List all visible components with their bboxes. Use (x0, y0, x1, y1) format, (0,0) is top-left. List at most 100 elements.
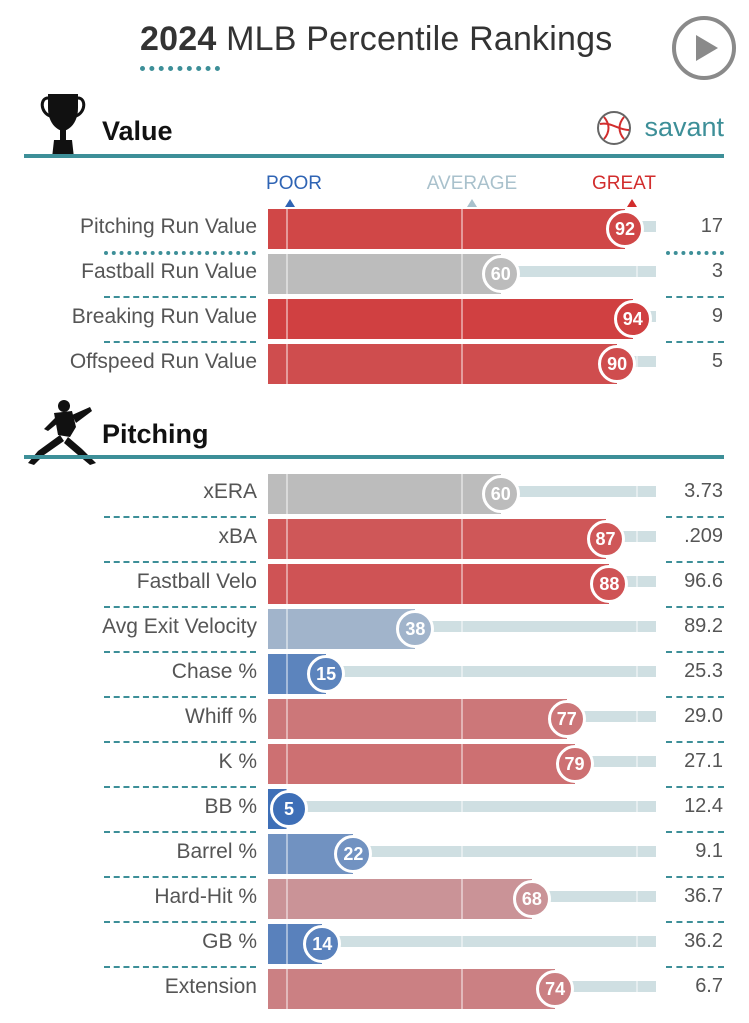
percentile-bar (268, 969, 556, 1009)
scale-tick (635, 879, 638, 919)
scale-tick (461, 789, 463, 829)
metric-label: Avg Exit Velocity (102, 615, 257, 638)
scale-tick (286, 744, 289, 784)
play-button[interactable] (672, 16, 736, 80)
title-underline (140, 66, 220, 71)
row-separator-right (666, 651, 724, 653)
metric-row-hard-hit[interactable]: Hard-Hit % 68 36.7 (0, 879, 749, 919)
row-separator-right (666, 296, 724, 298)
scale-tick (461, 879, 463, 919)
scale-tick (286, 834, 289, 874)
metric-label: Fastball Velo (136, 570, 257, 593)
metric-value: 36.7 (684, 885, 723, 907)
metric-label: xBA (218, 525, 257, 548)
scale-tick (286, 699, 289, 739)
savant-label: savant (644, 112, 724, 142)
scale-tick (635, 789, 638, 829)
row-separator-right (666, 786, 724, 788)
percentile-badge: 15 (307, 655, 346, 693)
scale-tick (286, 969, 289, 1009)
metric-label: BB % (204, 795, 257, 818)
metric-row-xba[interactable]: xBA 87 .209 (0, 519, 749, 559)
metric-row-avg-exit-velocity[interactable]: Avg Exit Velocity 38 89.2 (0, 609, 749, 649)
scale-tick (635, 564, 638, 604)
metric-value: 5 (711, 350, 723, 372)
metric-value: 3 (711, 260, 723, 282)
row-separator-right (666, 606, 724, 608)
legend-great: GREAT (591, 173, 657, 194)
metric-row-barrel[interactable]: Barrel % 22 9.1 (0, 834, 749, 874)
metric-row-breaking-run-value[interactable]: Breaking Run Value 94 9 (0, 299, 749, 339)
percentile-badge: 14 (303, 925, 342, 963)
row-separator-left (104, 606, 256, 608)
row-separator-left (104, 341, 256, 343)
scale-tick (286, 924, 289, 964)
percentile-badge: 79 (555, 745, 594, 783)
row-separator-left (104, 516, 256, 518)
percentile-track (268, 621, 656, 632)
metric-row-whiff[interactable]: Whiff % 77 29.0 (0, 699, 749, 739)
metric-row-pitching-run-value[interactable]: Pitching Run Value 92 17 (0, 209, 749, 249)
metric-row-fastball-velo[interactable]: Fastball Velo 88 96.6 (0, 564, 749, 604)
percentile-bar (268, 299, 633, 339)
scale-tick (286, 344, 289, 384)
scale-tick (635, 924, 638, 964)
metric-row-bb[interactable]: BB % 5 12.4 (0, 789, 749, 829)
metric-label: Pitching Run Value (79, 215, 257, 238)
metric-row-offspeed-run-value[interactable]: Offspeed Run Value 90 5 (0, 344, 749, 384)
scale-tick (286, 519, 289, 559)
pitching-section-header: Pitching (24, 395, 724, 465)
pitching-section-title: Pitching (102, 419, 209, 449)
row-separator-left (104, 651, 256, 653)
row-separator-right (666, 876, 724, 878)
percentile-bar (268, 519, 606, 559)
metric-row-xera[interactable]: xERA 60 3.73 (0, 474, 749, 514)
row-separator-left (104, 876, 256, 878)
row-separator-right (666, 741, 724, 743)
percentile-bar (268, 609, 416, 649)
metric-label: Chase % (171, 660, 257, 683)
metric-value: 6.7 (695, 975, 723, 997)
percentile-track (268, 801, 656, 812)
row-separator-right (666, 831, 724, 833)
metric-label: Hard-Hit % (154, 885, 257, 908)
metric-label: GB % (202, 930, 257, 953)
scale-tick (635, 834, 638, 874)
scale-tick (461, 609, 463, 649)
metric-row-gb[interactable]: GB % 14 36.2 (0, 924, 749, 964)
scale-tick (461, 564, 463, 604)
percentile-bar (268, 474, 501, 514)
percentile-track (268, 846, 656, 857)
row-separator-right (666, 561, 724, 563)
metric-row-extension[interactable]: Extension 74 6.7 (0, 969, 749, 1009)
metric-row-k[interactable]: K % 79 27.1 (0, 744, 749, 784)
percentile-badge: 60 (481, 255, 520, 293)
percentile-badge: 38 (396, 610, 435, 648)
percentile-badge: 60 (481, 475, 520, 513)
page-header: 2024 MLB Percentile Rankings (0, 14, 749, 84)
scale-tick (461, 699, 463, 739)
legend-great-arrow (627, 199, 637, 207)
scale-tick (635, 474, 638, 514)
row-separator-left (104, 831, 256, 833)
percentile-bar (268, 744, 575, 784)
scale-tick (635, 254, 638, 294)
scale-tick (635, 969, 638, 1009)
percentile-badge: 68 (512, 880, 551, 918)
scale-tick (461, 474, 463, 514)
percentile-track (268, 936, 656, 947)
metric-value: 9.1 (695, 840, 723, 862)
scale-tick (286, 299, 289, 339)
metric-row-chase[interactable]: Chase % 15 25.3 (0, 654, 749, 694)
metric-row-fastball-run-value[interactable]: Fastball Run Value 60 3 (0, 254, 749, 294)
metric-value: 3.73 (684, 480, 723, 502)
metric-label: Barrel % (176, 840, 257, 863)
metric-label: K % (218, 750, 257, 773)
trophy-icon (40, 94, 86, 158)
percentile-bar (268, 699, 567, 739)
legend-average-arrow (467, 199, 477, 207)
percentile-badge: 92 (605, 210, 644, 248)
row-separator-left (104, 786, 256, 788)
metric-value: 29.0 (684, 705, 723, 727)
row-separator-right (666, 341, 724, 343)
